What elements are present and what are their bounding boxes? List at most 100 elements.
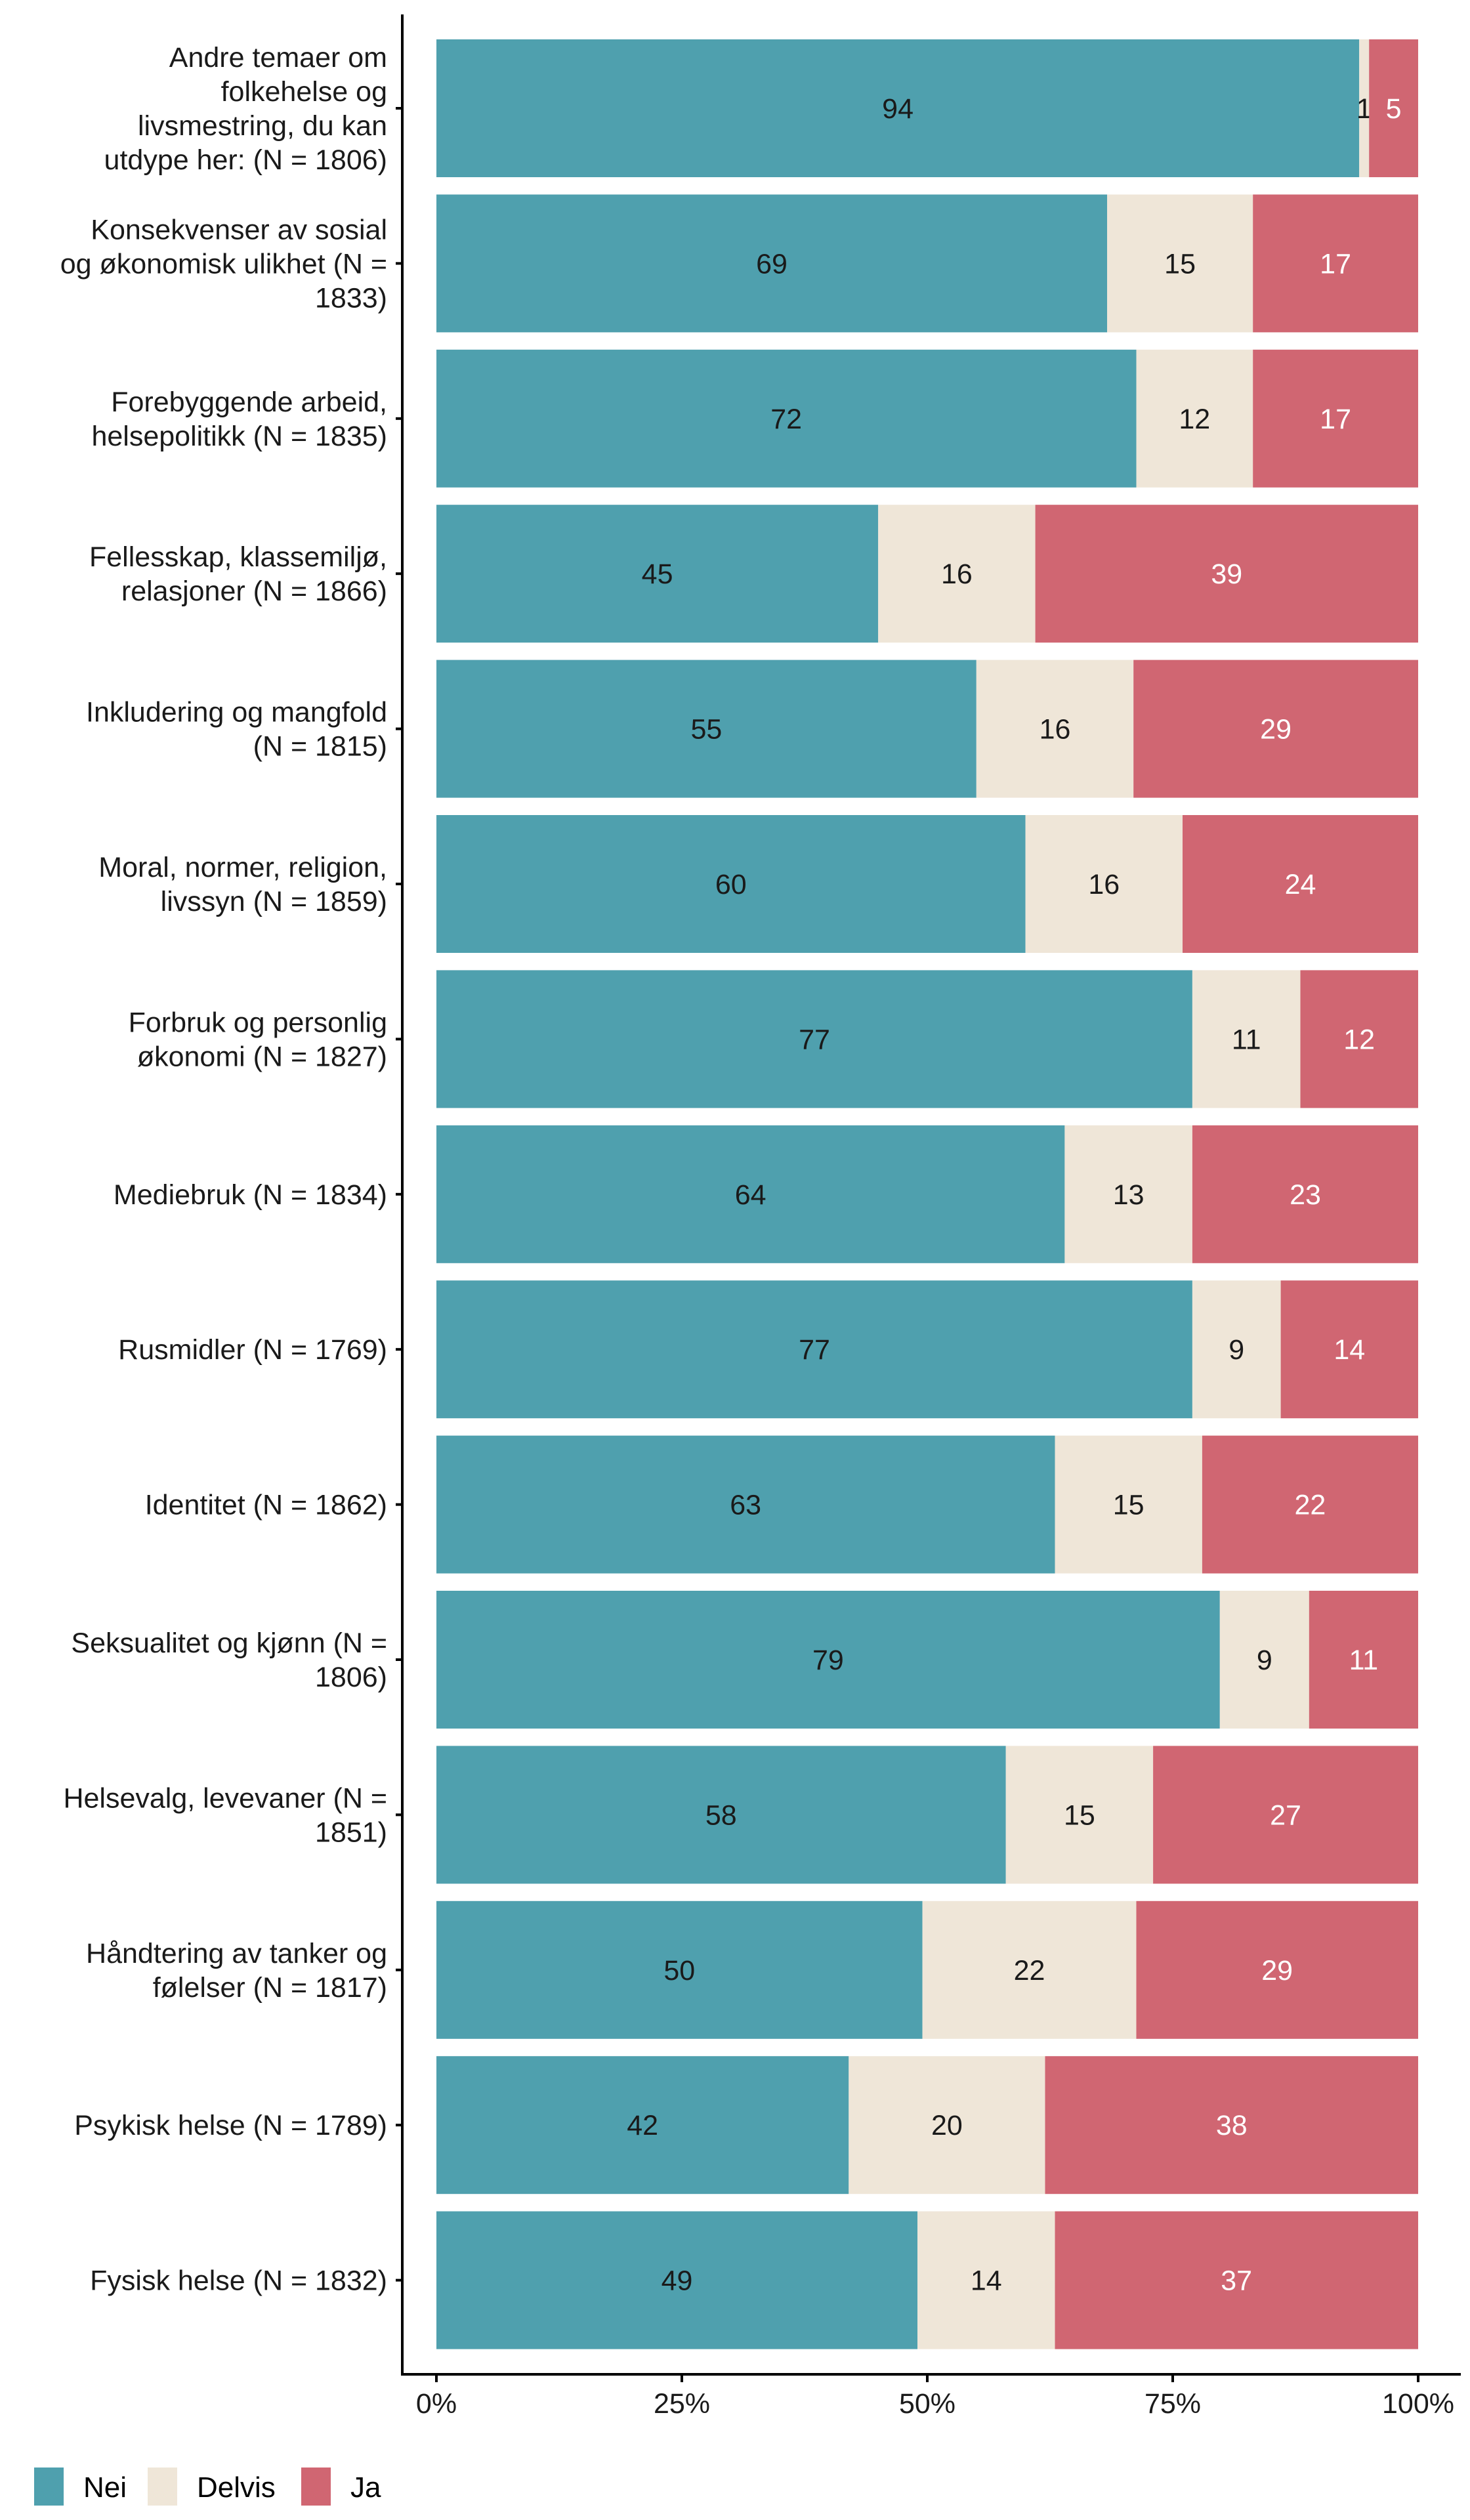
bar-segment-delvis [1136,349,1253,488]
x-ticks: 0% 25% 50% 75% 100% [416,2374,1454,2420]
value-label: 11 [1232,1024,1261,1055]
bar-segment-delvis [922,1900,1137,2039]
category-label: Andre temaer om folkehelse og livsmestring… [104,42,387,176]
legend-swatch [301,2468,331,2506]
value-label: 29 [1261,1955,1293,1986]
value-label: 77 [799,1334,830,1366]
bar-segment-nei [436,1746,1006,1884]
value-label: 15 [1164,248,1196,280]
bar-segment-nei [436,970,1192,1108]
value-label: 55 [690,714,722,746]
bar-row: 79 9 11 [436,1591,1418,1729]
bar-segment-ja [1253,194,1418,333]
bar-row: 58 15 27 [436,1746,1418,1884]
bar-row: 45 16 39 [436,505,1418,643]
value-label: 60 [715,869,747,900]
legend-item-delvis: Delvis [148,2468,276,2506]
category-label: Fysisk helse (N = 1832) [90,2265,387,2297]
category-label: Helsevalg, levevaner (N = 1851) [63,1782,387,1848]
category-label: Identitet (N = 1862) [145,1490,387,1521]
bar-segment-nei [436,1591,1220,1729]
legend-label: Delvis [197,2471,276,2504]
bar-row: 77 9 14 [436,1280,1418,1419]
legend-swatch [34,2468,64,2506]
bar-segment-delvis [1064,1125,1192,1263]
value-label: 64 [735,1179,766,1211]
bar-row: 63 15 22 [436,1435,1418,1574]
value-label: 77 [799,1024,830,1055]
value-label: 16 [941,558,973,590]
category-label: Håndtering av tanker og følelser (N = 181… [86,1938,387,2004]
bar-segment-delvis [1107,194,1253,333]
value-label: 22 [1014,1955,1045,1986]
bar-segment-nei [436,1435,1055,1574]
bar-segment-delvis [1359,39,1370,177]
value-label: 39 [1211,558,1242,590]
bar-row: 64 13 23 [436,1125,1418,1263]
value-label: 15 [1064,1799,1095,1831]
value-label: 27 [1270,1799,1301,1831]
value-label: 45 [642,558,673,590]
value-label: 17 [1320,248,1351,280]
bar-segment-ja [1035,505,1418,643]
bar-row: 55 16 29 [436,660,1418,798]
category-label: Psykisk helse (N = 1789) [74,2110,387,2141]
value-label: 14 [1334,1334,1365,1366]
value-label: 23 [1290,1179,1321,1211]
bar-segment-ja [1369,39,1418,177]
legend: Nei Delvis Ja [34,2468,381,2506]
value-label: 72 [770,404,802,435]
x-tick-label: 50% [899,2388,956,2420]
bar-row: 42 20 38 [436,2056,1418,2194]
bar-segment-delvis [1055,1435,1202,1574]
value-label: 58 [705,1799,737,1831]
value-label: 22 [1294,1490,1326,1521]
bar-segment-ja [1300,970,1418,1108]
x-tick-label: 75% [1144,2388,1201,2420]
value-label: 11 [1349,1645,1379,1676]
value-label: 15 [1113,1490,1144,1521]
bar-segment-ja [1253,349,1418,488]
category-label: Inkludering og mangfold (N = 1815) [86,697,387,763]
bar-segment-delvis [878,505,1036,643]
bar-segment-nei [436,1280,1192,1419]
bar-row: 50 22 29 [436,1900,1418,2039]
value-label: 49 [662,2265,693,2297]
bar-segment-ja [1045,2056,1418,2194]
bar-row: 69 15 17 [436,194,1418,333]
bar-segment-delvis [1192,1280,1281,1419]
bar-row: 60 16 24 [436,815,1418,953]
bar-segment-ja [1183,815,1418,953]
bar-row: 72 12 17 [436,349,1418,488]
bar-segment-ja [1136,1900,1418,2039]
category-label: Rusmidler (N = 1769) [118,1334,387,1366]
bar-segment-ja [1280,1280,1418,1419]
category-label: Seksualitet og kjønn (N = 1806) [71,1628,387,1693]
bar-segment-nei [436,660,976,798]
bar-segment-nei [436,1900,923,2039]
bar-row: 94 1 5 [436,39,1418,177]
category-label: Fellesskap, klassemiljø, relasjoner (N = … [89,541,387,607]
value-label: 24 [1285,869,1316,900]
category-labels: Andre temaer om folkehelse og livsmestring… [60,42,402,2297]
x-tick-label: 0% [416,2388,457,2420]
bar-segment-delvis [1005,1746,1154,1884]
category-label: Konsekvenser av sosial og økonomisk ulikh… [60,214,387,314]
category-label: Forbruk og personlig økonomi (N = 1827) [129,1007,387,1072]
legend-item-ja: Ja [301,2468,381,2506]
bar-row: 77 11 12 [436,970,1418,1108]
category-label: Mediebruk (N = 1834) [114,1179,387,1211]
bar-segment-ja [1133,660,1418,798]
bar-segment-nei [436,1125,1065,1263]
value-label: 42 [627,2110,658,2141]
bar-segment-ja [1153,1746,1418,1884]
value-label: 17 [1320,404,1351,435]
value-label: 94 [882,93,914,125]
bar-segment-ja [1202,1435,1418,1574]
bar-segment-nei [436,194,1107,333]
bar-segment-delvis [1192,970,1301,1108]
value-label: 38 [1216,2110,1248,2141]
value-label: 20 [931,2110,963,2141]
